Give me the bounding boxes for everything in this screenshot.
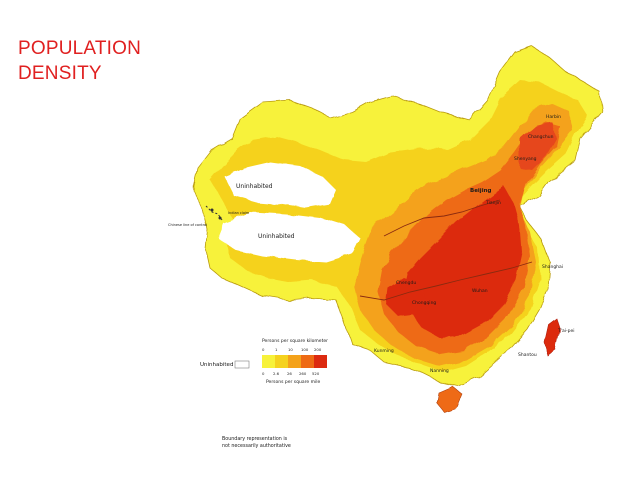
legend-km-tick: 0 — [262, 347, 265, 352]
map-legend: Uninhabited Persons per square kilometer… — [200, 338, 328, 385]
disputed-border-marker — [205, 205, 223, 221]
city-changchun: Changchun — [528, 134, 554, 140]
city-beijing: Beijing — [470, 188, 491, 194]
city-taipei: T'ai-pei — [557, 328, 575, 334]
legend-mile-tick: 2.6 — [273, 371, 280, 376]
city-chengdu: Chengdu — [396, 280, 416, 286]
legend-km-title: Persons per square kilometer — [262, 338, 328, 344]
legend-mile-tick: 520 — [312, 371, 320, 376]
legend-swatch-lt1 — [262, 355, 275, 368]
uninhabited-area-north — [224, 162, 336, 208]
legend-swatch-10-100 — [288, 355, 301, 368]
legend-km-tick: 100 — [301, 347, 309, 352]
hainan-island — [435, 385, 463, 413]
legend-km-tick: 200 — [314, 347, 322, 352]
river-yellow — [383, 199, 501, 237]
boundary-note-line2: not necessarily authoritative — [222, 443, 291, 449]
city-shenyang: Shenyang — [514, 156, 537, 162]
city-wuhan: Wuhan — [472, 288, 488, 294]
density-band-over-200 — [404, 186, 522, 338]
legend-swatch-1-10 — [275, 355, 288, 368]
legend-swatch-uninhabited — [234, 360, 250, 369]
legend-mile-tick: 0 — [262, 371, 265, 376]
taiwan-island — [543, 317, 561, 357]
legend-swatch-over-200 — [314, 355, 327, 368]
legend-uninhabited-label: Uninhabited — [200, 362, 233, 368]
city-shanghai: Shanghai — [542, 264, 563, 270]
city-tianjin: Tianjin — [485, 200, 501, 206]
river-yangtze — [359, 261, 533, 301]
legend-mile-title: Persons per square mile — [266, 379, 320, 385]
slide-title: POPULATION DENSITY — [18, 36, 141, 86]
slide-title-line2: DENSITY — [18, 63, 102, 84]
city-nanning: Nanning — [430, 368, 449, 374]
label-indian-claim: Indian claim — [228, 211, 250, 215]
label-uninhabited-south: Uninhabited — [258, 233, 295, 240]
city-harbin: Harbin — [546, 114, 561, 120]
legend-swatch-100-200 — [301, 355, 314, 368]
city-chongqing: Chongqing — [412, 300, 436, 306]
density-band-over-200-northeast — [520, 122, 556, 170]
legend-km-tick: 10 — [288, 347, 293, 352]
legend-km-tick: 1 — [275, 347, 278, 352]
boundary-note-line1: Boundary representation is — [222, 436, 288, 442]
city-shantou: Shantou — [518, 352, 537, 358]
density-band-over-200-sichuan — [386, 278, 426, 316]
slide-title-line1: POPULATION — [18, 38, 142, 59]
legend-mile-tick: 26 — [287, 371, 292, 376]
city-markers: Harbin Changchun Shenyang Beijing Tianji… — [374, 114, 575, 374]
legend-mile-tick: 260 — [299, 371, 307, 376]
label-uninhabited-north: Uninhabited — [236, 183, 273, 190]
label-chinese-line: Chinese line of control — [168, 223, 207, 227]
uninhabited-area-south — [220, 212, 360, 262]
city-kunming: Kunming — [374, 348, 394, 354]
